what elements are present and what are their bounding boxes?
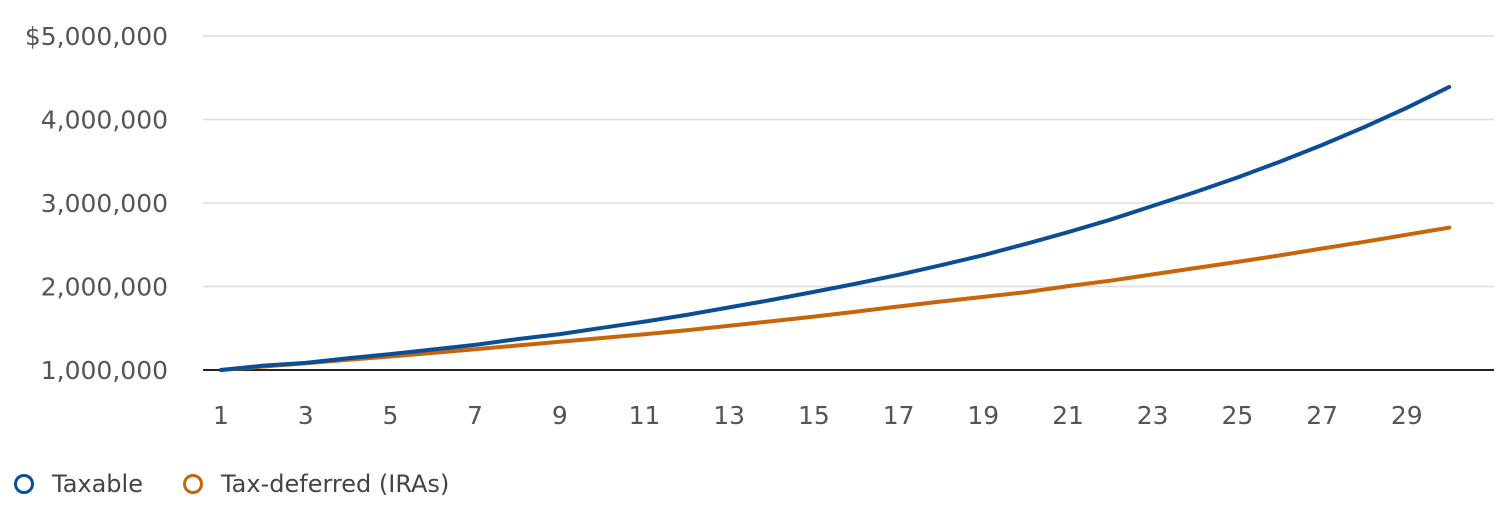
y-tick-label: 3,000,000 — [41, 189, 168, 218]
series-lines — [219, 84, 1452, 372]
x-tick-label: 5 — [382, 401, 398, 430]
gridlines — [203, 35, 1494, 371]
legend-label-taxable: Taxable — [52, 470, 143, 498]
x-tick-label: 17 — [883, 401, 915, 430]
legend-label-tax-deferred: Tax-deferred (IRAs) — [220, 470, 450, 498]
x-tick-label: 29 — [1391, 401, 1423, 430]
x-tick-label: 25 — [1221, 401, 1253, 430]
legend-marker-taxable — [14, 474, 34, 494]
y-tick-label: 4,000,000 — [41, 106, 168, 135]
y-tick-label: 2,000,000 — [41, 273, 168, 302]
x-tick-label: 7 — [467, 401, 483, 430]
x-tick-label: 23 — [1137, 401, 1169, 430]
legend-item-tax-deferred: Tax-deferred (IRAs) — [182, 470, 450, 498]
legend-marker-tax-deferred — [182, 474, 203, 494]
x-tick-label: 19 — [967, 401, 999, 430]
series-line-tax-deferred — [219, 225, 1452, 372]
legend: Taxable Tax-deferred (IRAs) — [14, 470, 489, 498]
x-tick-label: 1 — [213, 401, 229, 430]
y-axis: $5,000,000 4,000,000 3,000,000 2,000,000 1,0… — [25, 22, 168, 385]
series-line-taxable — [219, 84, 1452, 372]
x-axis: 1 3 5 7 9 11 13 15 17 19 21 23 25 27 29 — [213, 401, 1423, 430]
y-tick-label: $5,000,000 — [25, 22, 168, 51]
y-tick-label: 1,000,000 — [41, 356, 168, 385]
legend-item-taxable: Taxable — [14, 470, 143, 498]
x-tick-label: 3 — [298, 401, 314, 430]
x-tick-label: 15 — [798, 401, 830, 430]
x-tick-label: 9 — [552, 401, 568, 430]
x-tick-label: 21 — [1052, 401, 1084, 430]
x-tick-label: 13 — [713, 401, 745, 430]
x-tick-label: 27 — [1306, 401, 1338, 430]
x-tick-label: 11 — [629, 401, 661, 430]
